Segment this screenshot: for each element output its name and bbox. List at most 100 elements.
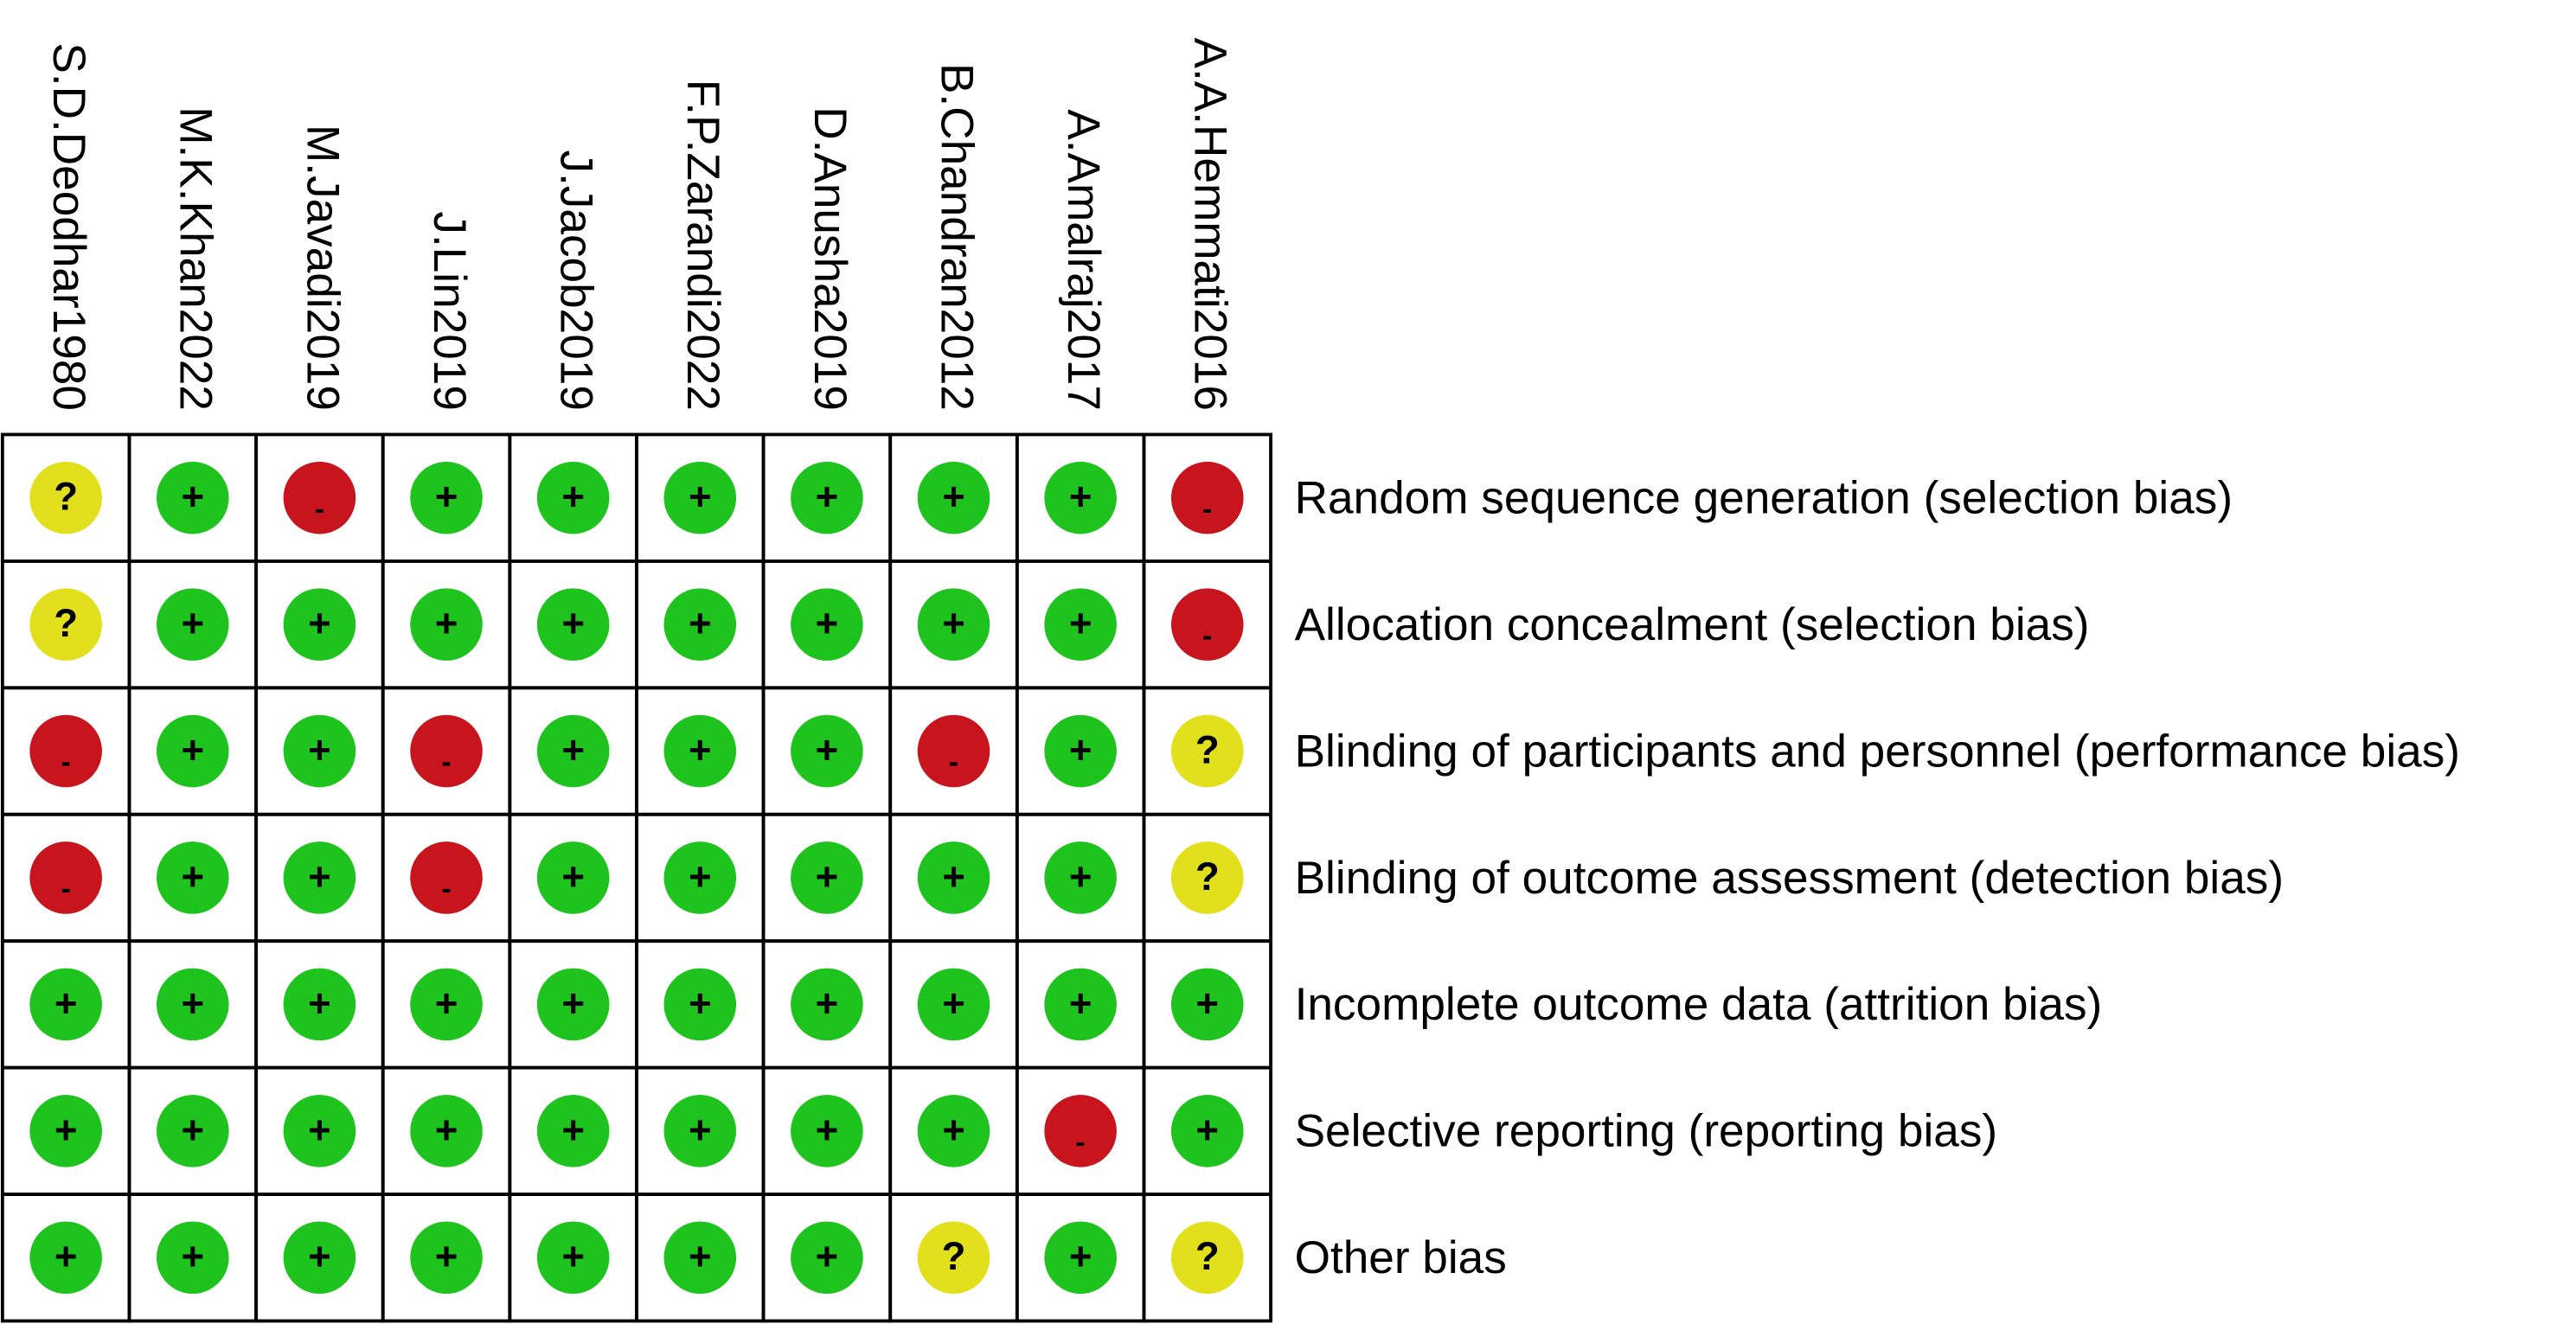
judgement-circle — [156, 968, 229, 1041]
judgement-circle — [156, 714, 229, 788]
judgement-circle — [1170, 714, 1244, 788]
judgement-symbol: + — [561, 601, 585, 645]
judgement-symbol: + — [435, 981, 458, 1025]
judgement-symbol: ? — [54, 475, 78, 519]
domain-label: Allocation concealment (selection bias) — [1295, 599, 2090, 650]
judgement-symbol: + — [816, 854, 839, 899]
judgement-symbol: + — [308, 981, 331, 1025]
judgement-circle — [29, 841, 102, 914]
judgement-symbol: + — [1069, 854, 1093, 899]
judgement-symbol: + — [1069, 601, 1093, 645]
judgement-circle — [536, 714, 610, 788]
judgement-symbol: + — [561, 981, 585, 1025]
judgement-symbol: + — [1069, 981, 1093, 1025]
judgement-symbol: + — [942, 1108, 965, 1152]
study-label: J.Jacob2019 — [551, 150, 602, 410]
judgement-circle — [29, 1221, 102, 1295]
judgement-symbol: + — [561, 727, 585, 771]
judgement-circle — [29, 588, 102, 661]
judgement-symbol: + — [308, 1108, 331, 1152]
judgement-symbol: ? — [1195, 1234, 1220, 1278]
judgement-circle — [791, 968, 863, 1041]
judgement-symbol: + — [942, 601, 965, 645]
study-label: B.Chandran2012 — [931, 63, 982, 411]
judgement-circle — [283, 1221, 356, 1295]
domain-label: Other bias — [1295, 1232, 1507, 1283]
judgement-symbol: + — [816, 1234, 839, 1278]
judgement-symbol: + — [689, 475, 712, 519]
judgement-circle — [283, 714, 356, 788]
judgement-circle — [791, 841, 863, 914]
judgement-symbol: + — [435, 1234, 458, 1278]
judgement-circle — [410, 1095, 483, 1167]
judgement-symbol: + — [689, 854, 712, 899]
judgement-symbol: + — [435, 475, 458, 519]
judgement-symbol: + — [942, 854, 965, 899]
judgement-circle — [1044, 1095, 1117, 1167]
judgement-symbol: + — [816, 1108, 839, 1152]
judgement-symbol: ? — [942, 1234, 966, 1278]
judgement-circle — [791, 588, 863, 661]
judgement-circle — [663, 588, 737, 661]
judgement-symbol: ? — [1195, 854, 1220, 899]
judgement-symbol: + — [1195, 1108, 1219, 1152]
domain-label: Blinding of participants and personnel (… — [1295, 726, 2460, 777]
judgement-symbol: + — [561, 854, 585, 899]
judgement-symbol: + — [308, 1234, 331, 1278]
judgement-circle — [536, 1095, 610, 1167]
judgement-symbol: - — [1075, 1126, 1085, 1159]
judgement-circle — [410, 841, 483, 914]
study-label: A.A.Hemmati2016 — [1185, 38, 1236, 411]
judgement-circle — [536, 1221, 610, 1295]
domain-label: Incomplete outcome data (attrition bias) — [1295, 979, 2103, 1030]
judgement-circle — [29, 714, 102, 788]
judgement-symbol: + — [181, 601, 204, 645]
judgement-circle — [1170, 1095, 1244, 1167]
judgement-symbol: + — [942, 981, 965, 1025]
judgement-circle — [1044, 968, 1117, 1041]
judgement-circle — [410, 968, 483, 1041]
judgement-circle — [536, 461, 610, 534]
judgement-symbol: + — [54, 1234, 78, 1278]
judgement-symbol: + — [816, 475, 839, 519]
judgement-symbol: + — [561, 1234, 585, 1278]
judgement-circle — [536, 968, 610, 1041]
judgement-symbol: + — [435, 1108, 458, 1152]
study-label: J.Lin2019 — [424, 211, 475, 411]
judgement-circle — [791, 1095, 863, 1167]
judgement-symbol: + — [181, 981, 204, 1025]
judgement-symbol: + — [816, 601, 839, 645]
judgement-symbol: + — [689, 981, 712, 1025]
domain-label: Blinding of outcome assessment (detectio… — [1295, 853, 2284, 904]
judgement-circle — [283, 461, 356, 534]
judgement-circle — [663, 714, 737, 788]
judgement-symbol: - — [441, 873, 451, 905]
judgement-circle — [410, 461, 483, 534]
judgement-symbol: + — [561, 475, 585, 519]
judgement-symbol: + — [689, 727, 712, 771]
domain-label: Selective reporting (reporting bias) — [1295, 1106, 1998, 1157]
study-label: M.K.Khan2022 — [170, 106, 221, 411]
judgement-symbol: + — [181, 727, 204, 771]
judgement-circle — [663, 841, 737, 914]
judgement-circle — [156, 1095, 229, 1167]
domain-label: Random sequence generation (selection bi… — [1295, 473, 2233, 524]
judgement-symbol: + — [1069, 727, 1093, 771]
judgement-circle — [1044, 714, 1117, 788]
judgement-circle — [663, 1221, 737, 1295]
judgement-circle — [917, 841, 990, 914]
study-label: A.Amalraj2017 — [1058, 109, 1109, 411]
judgement-symbol: + — [54, 1108, 78, 1152]
judgement-symbol: + — [1069, 475, 1093, 519]
study-label: D.Anusha2019 — [804, 106, 855, 411]
judgement-circle — [917, 968, 990, 1041]
judgement-circle — [410, 714, 483, 788]
judgement-symbol: + — [942, 475, 965, 519]
judgement-circle — [29, 461, 102, 534]
judgement-symbol: + — [181, 1108, 204, 1152]
judgement-symbol: + — [308, 854, 331, 899]
judgement-circle — [283, 968, 356, 1041]
cell — [1142, 1193, 1272, 1323]
judgement-circle — [791, 714, 863, 788]
judgement-symbol: + — [181, 854, 204, 899]
